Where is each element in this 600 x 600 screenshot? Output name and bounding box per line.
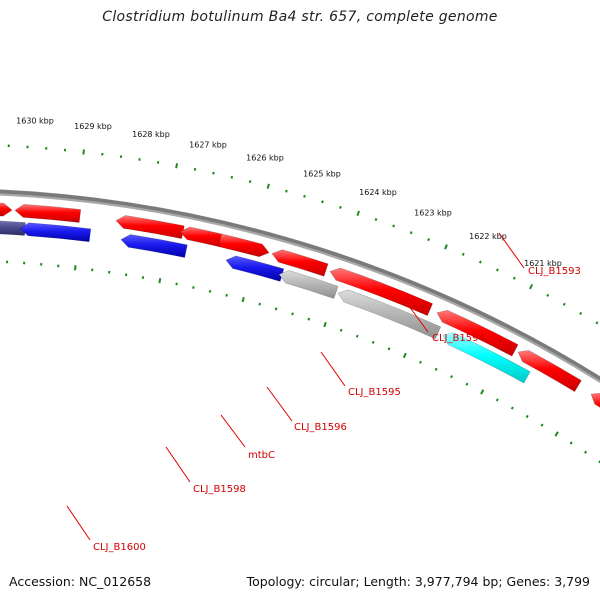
accession-text: Accession: NC_012658 [9,574,152,589]
gene-label: mtbC [248,450,275,461]
outer-scale-ticks [7,144,599,325]
genome-backbone [0,189,600,381]
forward-gene [179,226,223,248]
scale-tick-label: 1624 kbp [359,188,397,197]
gene-label: CLJ_B1595 [348,387,401,398]
reverse-gene [225,255,285,282]
gene-label: CLJ_B1598 [193,484,246,495]
map-title: Clostridium botulinum Ba4 str. 657, comp… [102,9,498,25]
reverse-gene [120,234,188,258]
gene-label-leader [220,414,246,448]
gene-labels: CLJ_B1593 CLJ_B1594 CLJ_B1595 CLJ_B1596 mtbC… [66,232,581,553]
gene-label-leader [402,297,429,333]
scale-tick-label: 1629 kbp [74,122,112,131]
gene-label-leader [266,386,293,422]
gene-label-leader [66,505,91,541]
scale-tick-label: 1630 kbp [16,116,54,125]
gene-label: CLJ_B1596 [294,422,347,433]
forward-gene [0,202,13,217]
inner-scale-ticks [6,260,600,464]
gene-label: CLJ_B1600 [93,542,146,553]
gene-label: CLJ_B1594 [432,333,485,344]
gene-label: CLJ_B1593 [528,266,581,277]
scale-ticks: 1621 kbp 1622 kbp 1623 kbp 1624 kbp 1625 kbp… [6,116,600,464]
reverse-gene [278,270,339,299]
scale-tick-label: 1627 kbp [189,140,227,149]
forward-gene [590,392,600,408]
forward-gene [436,309,519,357]
scale-tick-label: 1623 kbp [414,209,452,218]
forward-gene [218,233,270,258]
gene-label-leader [498,232,525,269]
scale-tick-label: 1625 kbp [303,169,341,178]
forward-gene [14,204,82,223]
forward-gene [115,215,185,239]
reverse-gene [442,332,531,384]
scale-tick-label: 1626 kbp [246,154,284,163]
backbone-layer [0,189,600,384]
gene-label-leader [320,351,346,387]
gene-features [0,202,600,408]
forward-gene [271,249,329,277]
reverse-gene [337,289,442,340]
scale-tick-label: 1621 kbp [524,259,562,268]
gene-label-leader [165,446,191,483]
forward-gene [517,350,582,393]
scale-tick-label: 1628 kbp [132,130,170,139]
reverse-gene [19,222,92,243]
genome-summary: Topology: circular; Length: 3,977,794 bp… [246,574,590,589]
scale-tick-label: 1622 kbp [469,232,507,241]
